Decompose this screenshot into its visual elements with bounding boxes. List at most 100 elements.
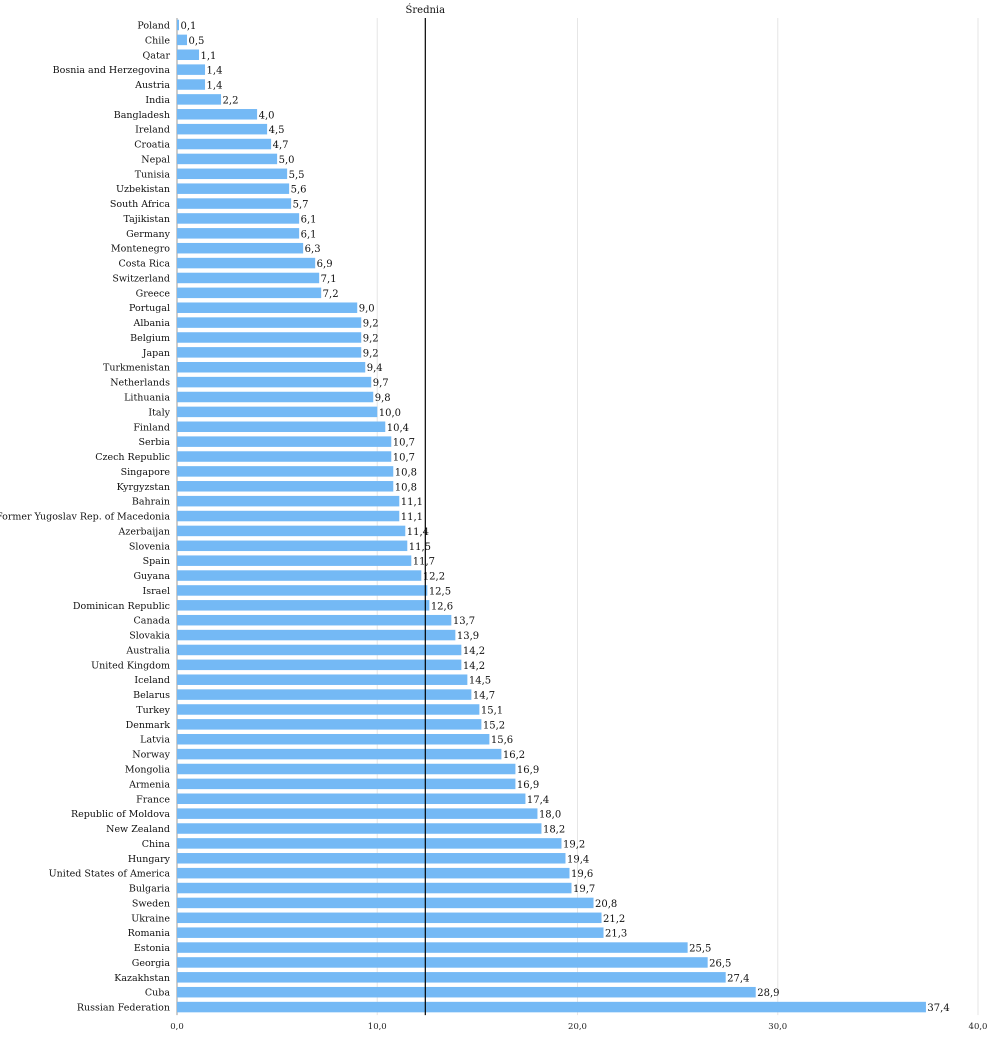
bar <box>177 570 422 581</box>
bar <box>177 793 526 805</box>
bar <box>177 942 688 953</box>
category-labels: Poland Chile Qatar Bosnia and Herzegovina Au… <box>0 21 171 1014</box>
value-label: 13,9 <box>457 631 479 642</box>
value-label: 19,6 <box>571 869 593 880</box>
value-label: 15,1 <box>481 705 503 716</box>
bar <box>177 19 180 31</box>
reference-line-group: Średnia <box>406 4 445 1016</box>
category-label: Kazakhstan <box>114 973 170 984</box>
value-label: 16,9 <box>517 765 539 776</box>
category-label: Russian Federation <box>77 1003 170 1014</box>
category-label: Austria <box>134 80 170 91</box>
bar <box>177 986 756 998</box>
value-label: 20,8 <box>595 899 617 910</box>
bar <box>177 763 516 775</box>
category-label: New Zealand <box>106 824 170 835</box>
bar <box>177 302 358 313</box>
value-label: 9,2 <box>363 348 379 359</box>
category-label: Bulgaria <box>129 884 170 895</box>
bar <box>177 138 272 150</box>
category-label: Romania <box>128 928 171 939</box>
bar <box>177 495 400 507</box>
bar <box>177 927 604 938</box>
category-label: Nepal <box>141 154 170 165</box>
value-label: 15,6 <box>491 735 513 746</box>
value-label: 14,2 <box>463 661 485 672</box>
value-label: 9,2 <box>363 319 379 330</box>
value-label: 19,2 <box>563 839 585 850</box>
category-label: Finland <box>133 422 170 433</box>
category-label: Belgium <box>130 333 170 344</box>
value-label: 10,4 <box>387 423 409 434</box>
bar <box>177 719 482 730</box>
category-label: Netherlands <box>110 378 170 389</box>
bar <box>177 897 594 909</box>
value-label: 21,2 <box>603 914 625 925</box>
bar <box>177 198 292 209</box>
category-label: Turkey <box>136 705 170 716</box>
x-tick-label: 0,0 <box>170 1022 184 1032</box>
category-label: Greece <box>136 288 171 299</box>
grid-lines <box>176 18 979 1016</box>
bar <box>177 704 480 715</box>
bar <box>177 748 502 760</box>
bar <box>177 49 200 61</box>
value-label: 14,2 <box>463 646 485 657</box>
category-label: Bosnia and Herzegovina <box>53 65 171 76</box>
bars <box>177 19 926 1013</box>
bar <box>177 957 708 968</box>
category-label: Slovenia <box>129 541 170 552</box>
category-label: Tajikistan <box>123 214 170 225</box>
bar <box>177 153 278 165</box>
bar <box>177 317 362 328</box>
bar <box>177 823 542 834</box>
bar <box>177 644 462 656</box>
category-label: Japan <box>142 348 170 359</box>
value-label: 18,2 <box>543 825 565 836</box>
bar <box>177 257 316 269</box>
category-label: France <box>136 794 170 805</box>
x-tick-label: 20,0 <box>568 1022 587 1032</box>
value-label: 15,2 <box>483 720 505 731</box>
category-label: Azerbaijan <box>117 526 170 537</box>
value-label: 28,9 <box>757 988 779 999</box>
category-label: Qatar <box>143 50 171 61</box>
value-label: 9,4 <box>367 363 383 374</box>
category-label: Chile <box>145 35 170 46</box>
value-label: 9,7 <box>373 378 389 389</box>
bar <box>177 242 304 254</box>
value-label: 37,4 <box>927 1003 949 1014</box>
bar <box>177 272 320 284</box>
bar <box>177 555 412 566</box>
value-label: 4,5 <box>269 125 285 136</box>
value-labels: 0,10,51,11,41,42,24,04,54,75,05,55,65,76… <box>181 21 950 1014</box>
bar <box>177 361 366 373</box>
category-label: Kyrgyzstan <box>117 482 170 493</box>
bar <box>177 882 572 894</box>
bar <box>177 436 392 447</box>
value-label: 5,7 <box>293 200 309 211</box>
value-label: 11,7 <box>413 557 435 568</box>
value-label: 1,4 <box>207 66 223 77</box>
category-label: Guyana <box>133 571 170 582</box>
category-label: Tunisia <box>135 169 171 180</box>
value-label: 16,2 <box>503 750 525 761</box>
value-label: 5,0 <box>279 155 295 166</box>
category-label: United Kingdom <box>91 660 170 671</box>
bar <box>177 123 268 135</box>
x-tick-label: 30,0 <box>768 1022 787 1032</box>
value-label: 4,7 <box>273 140 289 151</box>
category-label: Republic of Moldova <box>71 809 170 820</box>
category-label: Italy <box>148 407 170 418</box>
category-label: India <box>145 95 170 106</box>
category-label: Bahrain <box>132 497 170 508</box>
value-label: 18,0 <box>539 810 561 821</box>
category-label: Lithuania <box>124 393 170 404</box>
category-label: Bangladesh <box>114 110 170 121</box>
bar <box>177 600 430 611</box>
value-label: 10,0 <box>379 408 401 419</box>
value-label: 11,1 <box>401 512 423 523</box>
bar <box>177 659 462 671</box>
